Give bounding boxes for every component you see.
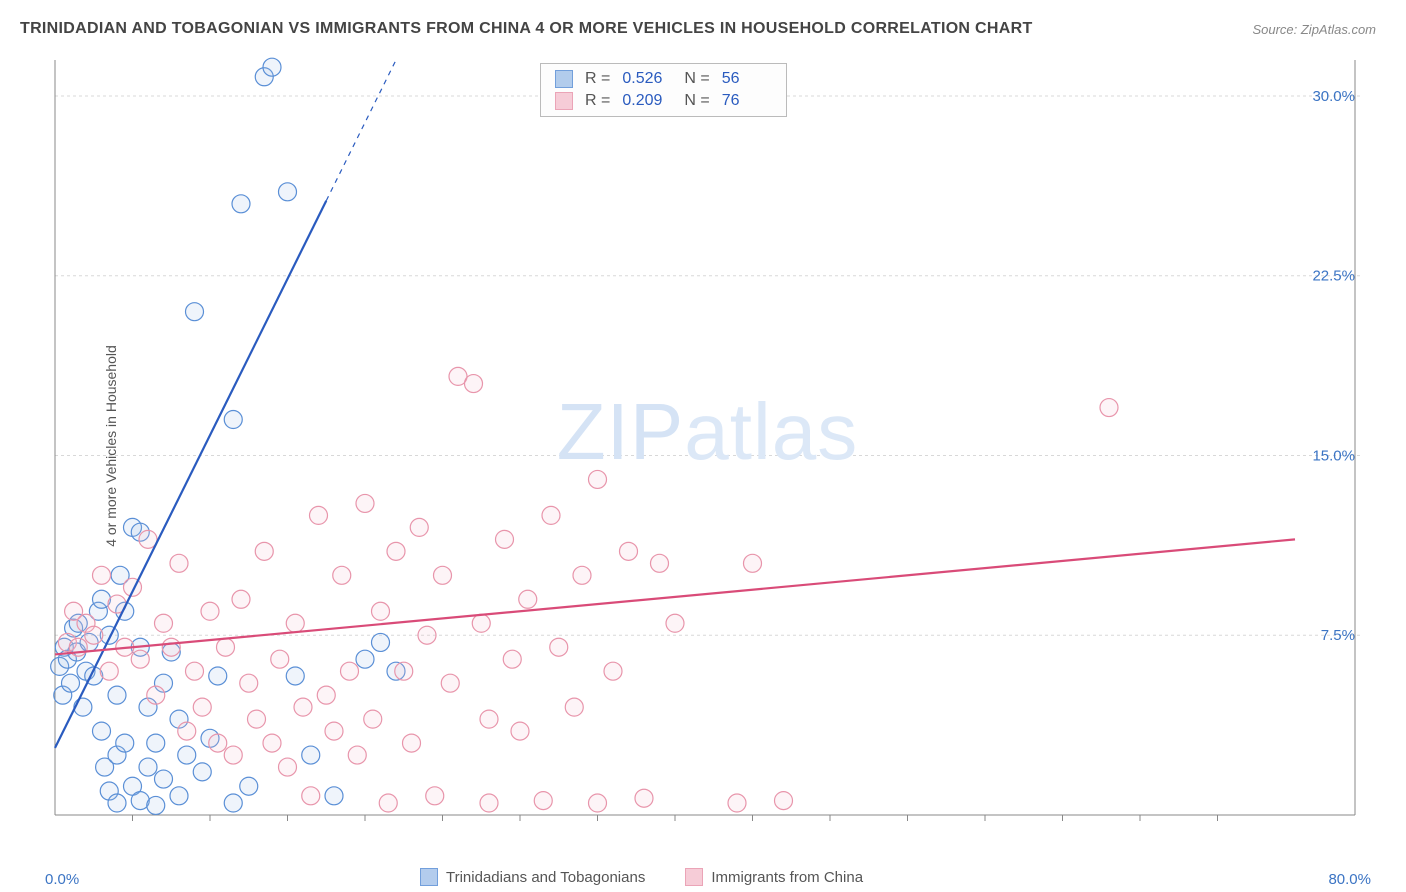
legend-label-series2: Immigrants from China — [711, 869, 863, 886]
plot-area: 7.5%15.0%22.5%30.0% ZIPatlas R = 0.526 N… — [50, 55, 1365, 840]
legend-item-series2: Immigrants from China — [685, 868, 863, 886]
legend-item-series1: Trinidadians and Tobagonians — [420, 868, 645, 886]
r-label: R = — [585, 70, 610, 88]
svg-text:30.0%: 30.0% — [1312, 88, 1355, 105]
source-attribution: Source: ZipAtlas.com — [1252, 22, 1376, 37]
svg-text:15.0%: 15.0% — [1312, 447, 1355, 464]
legend-label-series1: Trinidadians and Tobagonians — [446, 869, 645, 886]
x-axis-end-label: 80.0% — [1328, 871, 1371, 888]
n-value-series1: 56 — [722, 70, 772, 88]
n-value-series2: 76 — [722, 92, 772, 110]
chart-title: TRINIDADIAN AND TOBAGONIAN VS IMMIGRANTS… — [20, 20, 1033, 38]
stats-row-series1: R = 0.526 N = 56 — [555, 68, 772, 90]
x-axis-start-label: 0.0% — [45, 871, 79, 888]
swatch-series1 — [555, 70, 573, 88]
stats-row-series2: R = 0.209 N = 76 — [555, 90, 772, 112]
scatter-chart: 7.5% 15.0% 22.5% 30.0% — [50, 55, 1365, 840]
r-value-series2: 0.209 — [622, 92, 672, 110]
n-label: N = — [684, 92, 709, 110]
swatch-series2 — [555, 92, 573, 110]
n-label: N = — [684, 70, 709, 88]
legend-swatch-series1 — [420, 868, 438, 886]
svg-text:22.5%: 22.5% — [1312, 268, 1355, 285]
legend-swatch-series2 — [685, 868, 703, 886]
r-label: R = — [585, 92, 610, 110]
r-value-series1: 0.526 — [622, 70, 672, 88]
bottom-legend: Trinidadians and Tobagonians Immigrants … — [420, 868, 863, 886]
svg-text:7.5%: 7.5% — [1321, 627, 1355, 644]
stats-box: R = 0.526 N = 56 R = 0.209 N = 76 — [540, 63, 787, 117]
